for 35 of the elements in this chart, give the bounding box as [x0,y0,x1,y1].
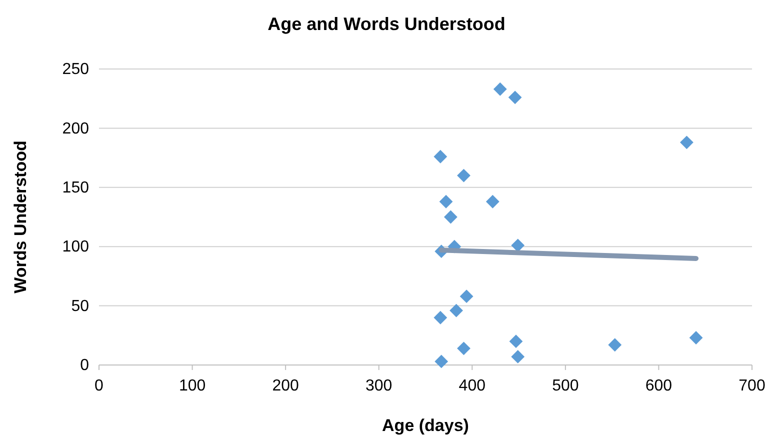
x-tick-label: 400 [458,378,486,395]
y-tick-label: 200 [62,120,90,138]
point [486,194,500,208]
point [680,136,694,150]
point [434,150,448,164]
chart-title: Age and Words Understood [268,14,506,34]
point [457,342,470,356]
x-tick-label: 0 [94,378,104,395]
point [439,194,453,208]
point [509,334,523,348]
y-tick-label: 50 [71,298,90,315]
y-tick-label: 100 [62,238,90,256]
point [511,238,525,252]
y-axis-title: Words Understood [11,140,30,294]
x-tick-label: 300 [366,378,392,395]
x-tick-label: 700 [738,378,766,395]
x-tick-label: 100 [178,378,206,395]
point [457,168,470,182]
point [511,350,525,364]
point [450,304,463,318]
point [508,90,522,104]
y-tick-label: 250 [62,61,90,78]
point [493,82,507,96]
x-tick-label: 200 [272,378,300,395]
y-tick-label: 0 [80,357,90,374]
point [460,290,474,304]
point [689,331,703,344]
point [608,338,622,352]
x-tick-label: 500 [552,378,579,395]
point [434,310,448,324]
point [434,354,448,368]
point [444,210,458,224]
x-tick-label: 600 [645,378,672,395]
y-tick-label: 150 [62,180,90,197]
x-axis-title: Age (days) [382,416,469,435]
